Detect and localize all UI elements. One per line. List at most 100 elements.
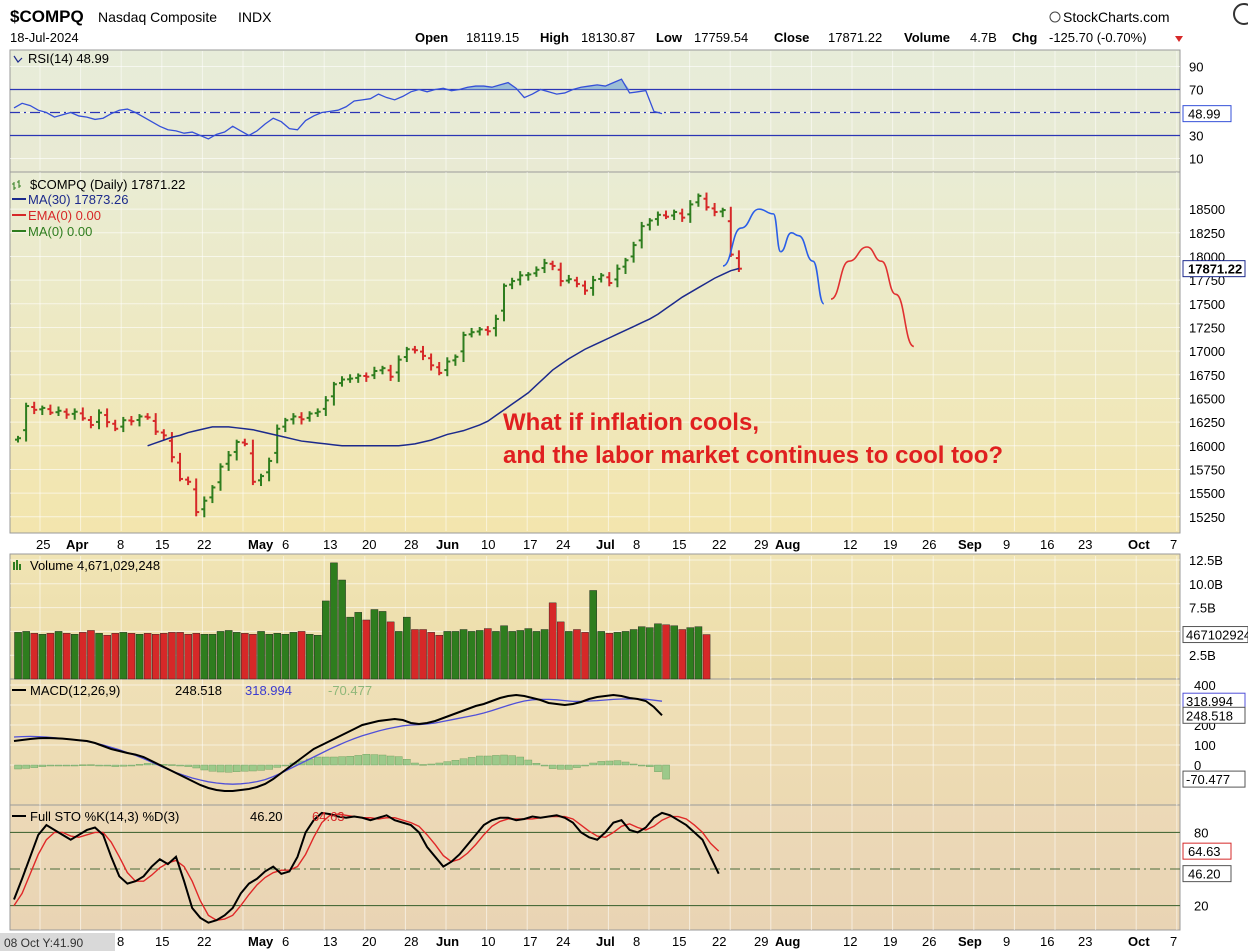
price-tick-label: 15750 <box>1189 462 1225 477</box>
macd-histogram-bar <box>557 764 565 770</box>
date-axis-bottom-label: 20 <box>362 934 376 949</box>
volume-bar <box>224 630 233 680</box>
date-axis-top-label: 13 <box>323 537 337 552</box>
ohlc-bar <box>63 408 70 419</box>
ohlc-bar <box>31 401 38 415</box>
bar-chart-icon <box>13 560 21 570</box>
date-axis-top-label: 6 <box>282 537 289 552</box>
macd-histogram-bar <box>508 755 516 766</box>
rsi-plot <box>10 78 1180 140</box>
volume-bar <box>143 633 152 680</box>
index-name: Nasdaq Composite <box>98 9 217 25</box>
price-tick-label: 17500 <box>1189 297 1225 312</box>
macd-histogram-bar <box>411 762 419 766</box>
ohlc-bar <box>104 408 111 428</box>
volume-bar <box>419 629 427 680</box>
cursor-readout-box <box>0 933 115 951</box>
date-axis-top-label: 25 <box>36 537 50 552</box>
sto-value-label: 64.63 <box>1188 844 1221 859</box>
volume-bar <box>151 634 160 680</box>
ohlc-bar <box>363 372 370 382</box>
ohlc-bar <box>395 355 402 382</box>
projection-blue-2 <box>780 231 825 305</box>
price-panel <box>9 171 1181 534</box>
date-axis-top-label: Jun <box>436 537 459 552</box>
macd-legend: MACD(12,26,9) 248.518 318.994 -70.477 <box>12 683 372 698</box>
macd-histogram-bar <box>184 764 192 767</box>
rsi-current-box <box>1182 105 1232 123</box>
macd-histogram-bar <box>443 761 452 766</box>
volume-bar <box>281 634 290 680</box>
volume-bar <box>581 632 589 680</box>
date-axis-bottom-label: 12 <box>843 934 857 949</box>
copyright-icon <box>1049 11 1061 23</box>
macd-histogram-bar <box>281 764 290 767</box>
date-axis-bottom-label: 26 <box>922 934 936 949</box>
volume-bar <box>516 630 525 680</box>
volume-bar <box>451 631 460 680</box>
date-axis-top-label: 17 <box>523 537 537 552</box>
macd-histogram-bar <box>540 764 549 767</box>
date-axis-bottom-label: May <box>248 934 274 949</box>
sto-d-value: 64.63 <box>312 809 345 824</box>
volume-bar <box>362 619 371 680</box>
date-axis-bottom-label: 6 <box>282 934 289 949</box>
signal-value: 318.994 <box>245 683 292 698</box>
volume-bar <box>30 633 39 680</box>
date-axis-top-label: 22 <box>197 537 211 552</box>
stochastic-legend: Full STO %K(14,3) %D(3) 46.20 64.63 <box>12 809 345 824</box>
chart-date: 18-Jul-2024 <box>10 30 79 45</box>
macd-histogram-bar <box>638 764 646 767</box>
volume-bar <box>87 630 95 680</box>
ohlc-bar <box>379 365 386 375</box>
macd-histogram-bar <box>200 764 209 771</box>
close-label: Close <box>774 30 809 45</box>
macd-tick-label: 0 <box>1194 758 1201 773</box>
volume-legend: Volume 4,671,029,248 <box>13 558 160 573</box>
annotation-line-2: and the labor market continues to cool t… <box>503 442 1003 469</box>
ohlc-bar <box>330 381 337 406</box>
volume-bar <box>500 625 508 680</box>
volume-bar <box>508 631 516 680</box>
macd-histogram-bar <box>573 764 581 768</box>
sto-tick-label: 20 <box>1194 899 1208 914</box>
macd-histogram-bar <box>322 756 330 766</box>
volume-bar <box>232 632 241 680</box>
rsi-overbought-fill <box>14 79 662 90</box>
date-axis-bottom-label: 19 <box>883 934 897 949</box>
macd-histogram-bar <box>168 764 176 766</box>
legend-ma0: MA(0) 0.00 <box>28 224 92 239</box>
projection-blue-1 <box>722 208 782 267</box>
volume-bar <box>119 632 128 680</box>
price-tick-label: 15250 <box>1189 510 1225 525</box>
date-axis-top-label: 19 <box>883 537 897 552</box>
macd-value-label: 248.518 <box>1186 708 1233 723</box>
date-axis-bottom-label: 9 <box>1003 934 1010 949</box>
macd-histogram-bar <box>30 764 39 768</box>
macd-value-box <box>1182 770 1246 788</box>
volume-bar <box>265 634 273 680</box>
change-value: -125.70 (-0.70%) <box>1049 30 1147 45</box>
macd-histogram-bar <box>451 760 460 766</box>
rsi-tick-label: 10 <box>1189 152 1203 167</box>
ohlc-bar <box>671 209 678 221</box>
price-tick-label: 16000 <box>1189 439 1225 454</box>
volume-bar <box>257 631 265 680</box>
date-axis-bottom-label: 23 <box>1078 934 1092 949</box>
macd-histogram-bar <box>257 764 265 771</box>
ohlc-bar <box>557 262 564 287</box>
line-chart-icon <box>13 55 23 63</box>
date-axis-top-label: May <box>248 537 274 552</box>
volume-bar <box>557 621 565 680</box>
price-tick-label: 16750 <box>1189 368 1225 383</box>
legend-ma30: MA(30) 17873.26 <box>28 192 128 207</box>
ohlc-bar <box>565 274 572 284</box>
open-label: Open <box>415 30 448 45</box>
down-arrow-icon <box>1175 36 1183 42</box>
window-edge-icon <box>1233 3 1248 25</box>
macd-params: MACD(12,26,9) <box>30 683 120 698</box>
volume-bar <box>103 635 111 680</box>
volume-bar <box>79 632 87 680</box>
ohlc-bar <box>233 439 240 461</box>
